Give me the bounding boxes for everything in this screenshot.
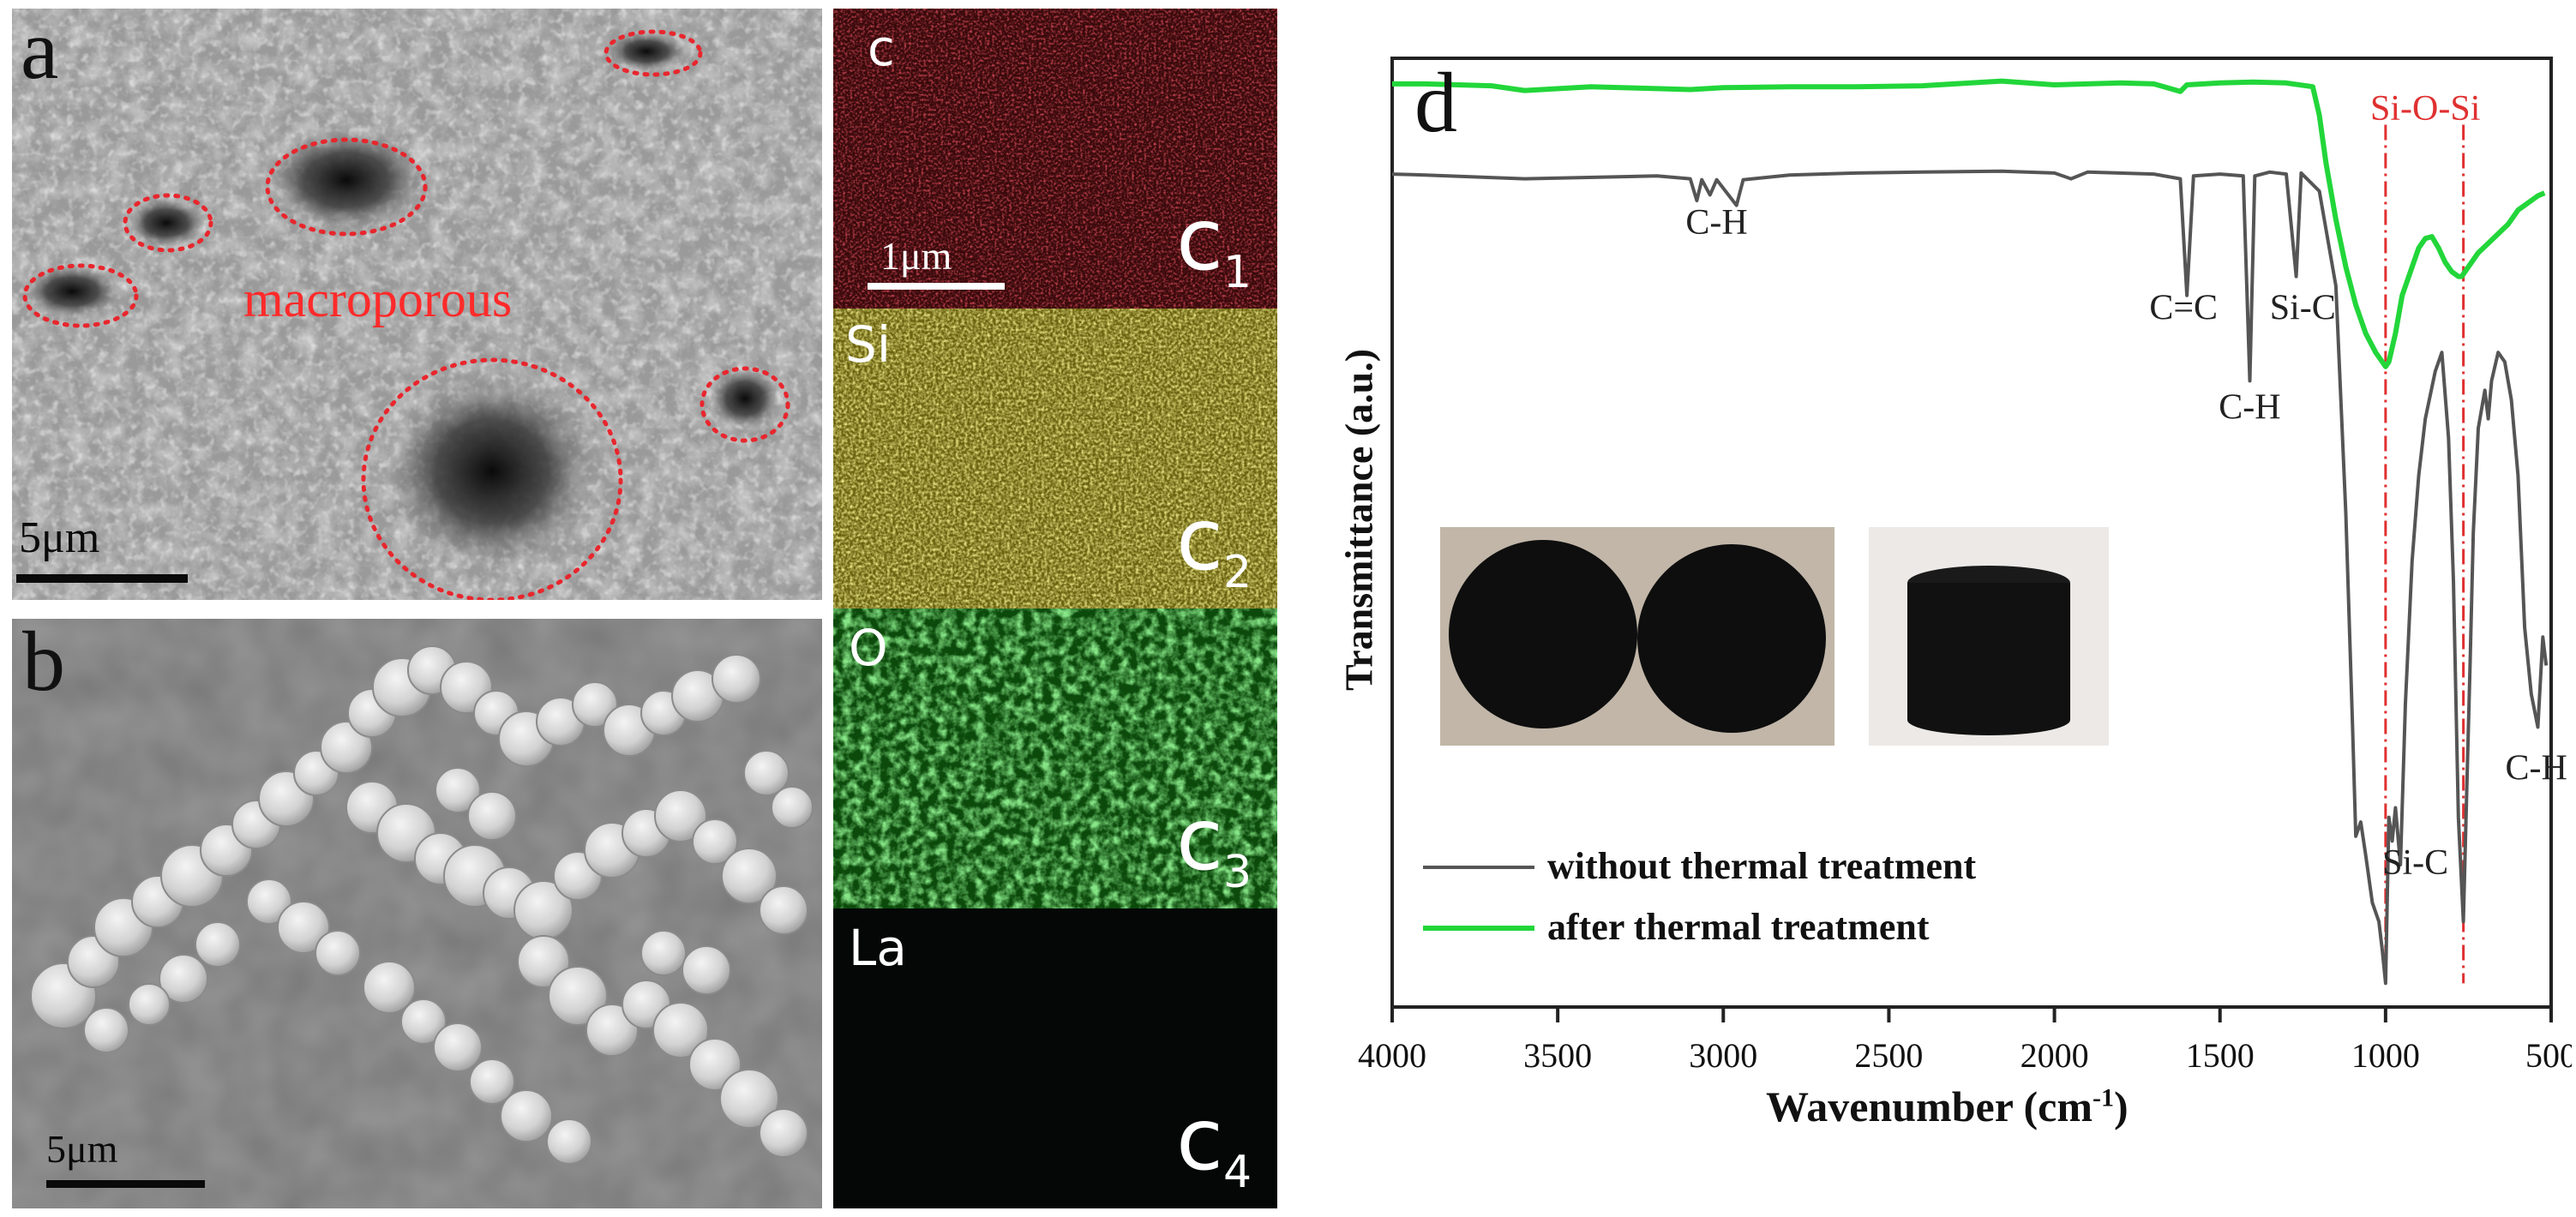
peak-annotation: C=C <box>2149 288 2218 327</box>
legend <box>1423 866 1534 931</box>
x-tick-label: 2500 <box>1854 1036 1923 1075</box>
map-tag-c3: c3 <box>1176 789 1252 898</box>
ftir-chart: 4000 3500 3000 2500 2000 1500 1000 500 C-H C=C Si… <box>1358 57 2572 1075</box>
scale-bar-a <box>16 574 188 583</box>
element-label-c: c <box>868 19 895 77</box>
scale-bar-b <box>46 1180 205 1188</box>
particle-cluster <box>30 645 814 1165</box>
peak-annotation: Si-O-Si <box>2370 89 2480 129</box>
series-line-without-treatment <box>1391 169 2549 986</box>
element-label-si: Si <box>845 315 891 374</box>
x-axis-label: Wavenumber (cm-1) <box>1766 1082 2129 1130</box>
peak-annotation: Si-C <box>2270 288 2336 327</box>
legend-label-without-treatment: without thermal treatment <box>1547 845 1977 887</box>
map-tag-c1: c1 <box>1176 189 1252 298</box>
element-label-o: O <box>849 619 888 677</box>
x-tick-label: 1500 <box>2186 1036 2255 1075</box>
scale-bar-c <box>868 283 1005 290</box>
panel-label-b: b <box>22 619 65 709</box>
eds-map-la <box>833 908 1277 1208</box>
panel-label-d: d <box>1414 55 1457 150</box>
plot-frame <box>1390 57 2553 1009</box>
map-tag-c4: c4 <box>1176 1089 1252 1198</box>
pore-markers <box>22 29 790 600</box>
x-tick-label: 3000 <box>1689 1036 1757 1075</box>
macroporous-annotation: macroporous <box>243 271 513 327</box>
eds-map-si <box>833 309 1277 608</box>
eds-map-o <box>833 608 1277 908</box>
scale-label-a: 5μm <box>19 513 100 562</box>
scale-label-b: 5μm <box>46 1127 118 1171</box>
peak-annotation: Si-C <box>2382 843 2448 883</box>
panel-b: b 5μm <box>12 619 822 1208</box>
element-label-la: La <box>849 919 907 977</box>
x-tick-label: 3500 <box>1523 1036 1592 1075</box>
sample-photo-cylinder <box>1869 527 2109 746</box>
x-tick-label: 2000 <box>2021 1036 2089 1075</box>
map-tag-c2: c2 <box>1176 489 1252 598</box>
series-line-after-treatment <box>1392 78 2546 369</box>
sem-image-a <box>12 9 822 600</box>
panel-c: c Si O La 1μm c1 c2 c3 c4 <box>833 9 1277 1208</box>
x-tick-label: 4000 <box>1358 1036 1426 1075</box>
x-tick-label: 1000 <box>2351 1036 2420 1075</box>
legend-label-after-treatment: after thermal treatment <box>1547 906 1930 948</box>
x-tick-label: 500 <box>2525 1036 2572 1075</box>
sem-image-b <box>12 619 822 1208</box>
sample-photo-discs <box>1440 527 1834 746</box>
panel-a: a macroporous 5μm <box>12 9 822 600</box>
peak-annotation: C-H <box>2505 748 2567 788</box>
y-axis-label: Transmittance (a.u.) <box>1336 348 1381 692</box>
peak-annotation: C-H <box>2219 388 2280 428</box>
eds-maps <box>833 9 1277 1208</box>
eds-map-c <box>833 9 1277 309</box>
panel-d: 4000 3500 3000 2500 2000 1500 1000 500 C-H C=C Si… <box>1286 0 2573 1217</box>
peak-annotation: C-H <box>1685 203 1747 243</box>
panel-label-a: a <box>21 9 59 97</box>
scale-label-c: 1μm <box>880 234 952 278</box>
